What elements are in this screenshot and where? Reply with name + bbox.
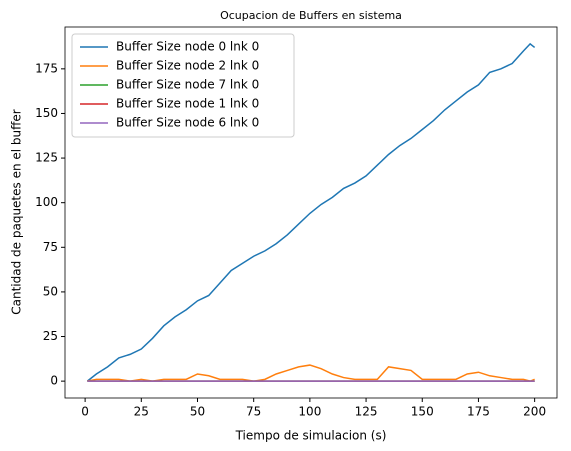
legend-label: Buffer Size node 1 lnk 0 xyxy=(116,97,259,111)
y-tick-label: 125 xyxy=(35,151,58,165)
x-tick-label: 25 xyxy=(134,405,149,419)
legend-label: Buffer Size node 0 lnk 0 xyxy=(116,40,259,54)
y-tick-label: 175 xyxy=(35,61,58,75)
x-tick-label: 0 xyxy=(81,405,89,419)
legend-box xyxy=(71,33,295,138)
y-axis-label: Cantidad de paquetes en el buffer xyxy=(10,109,24,315)
x-axis-label: Tiempo de simulacion (s) xyxy=(235,429,387,443)
legend-label: Buffer Size node 7 lnk 0 xyxy=(116,78,259,92)
series-line xyxy=(86,42,536,382)
x-tick-label: 50 xyxy=(190,405,205,419)
y-tick-label: 150 xyxy=(35,106,58,120)
x-tick-label: 150 xyxy=(411,405,434,419)
legend-label: Buffer Size node 6 lnk 0 xyxy=(116,116,259,130)
y-tick-label: 100 xyxy=(35,195,58,209)
x-tick-label: 100 xyxy=(298,405,321,419)
x-tick-label: 125 xyxy=(355,405,378,419)
x-tick-label: 175 xyxy=(467,405,490,419)
legend-label: Buffer Size node 2 lnk 0 xyxy=(116,59,259,73)
series-line xyxy=(87,364,535,382)
y-tick-label: 0 xyxy=(50,374,58,388)
plot-frame xyxy=(64,26,558,399)
y-tick-label: 50 xyxy=(43,284,58,298)
x-tick-label: 200 xyxy=(523,405,546,419)
chart-title: Ocupacion de Buffers en sistema xyxy=(220,9,402,22)
y-tick-label: 25 xyxy=(43,329,58,343)
y-tick-label: 75 xyxy=(43,240,58,254)
x-tick-label: 75 xyxy=(246,405,261,419)
